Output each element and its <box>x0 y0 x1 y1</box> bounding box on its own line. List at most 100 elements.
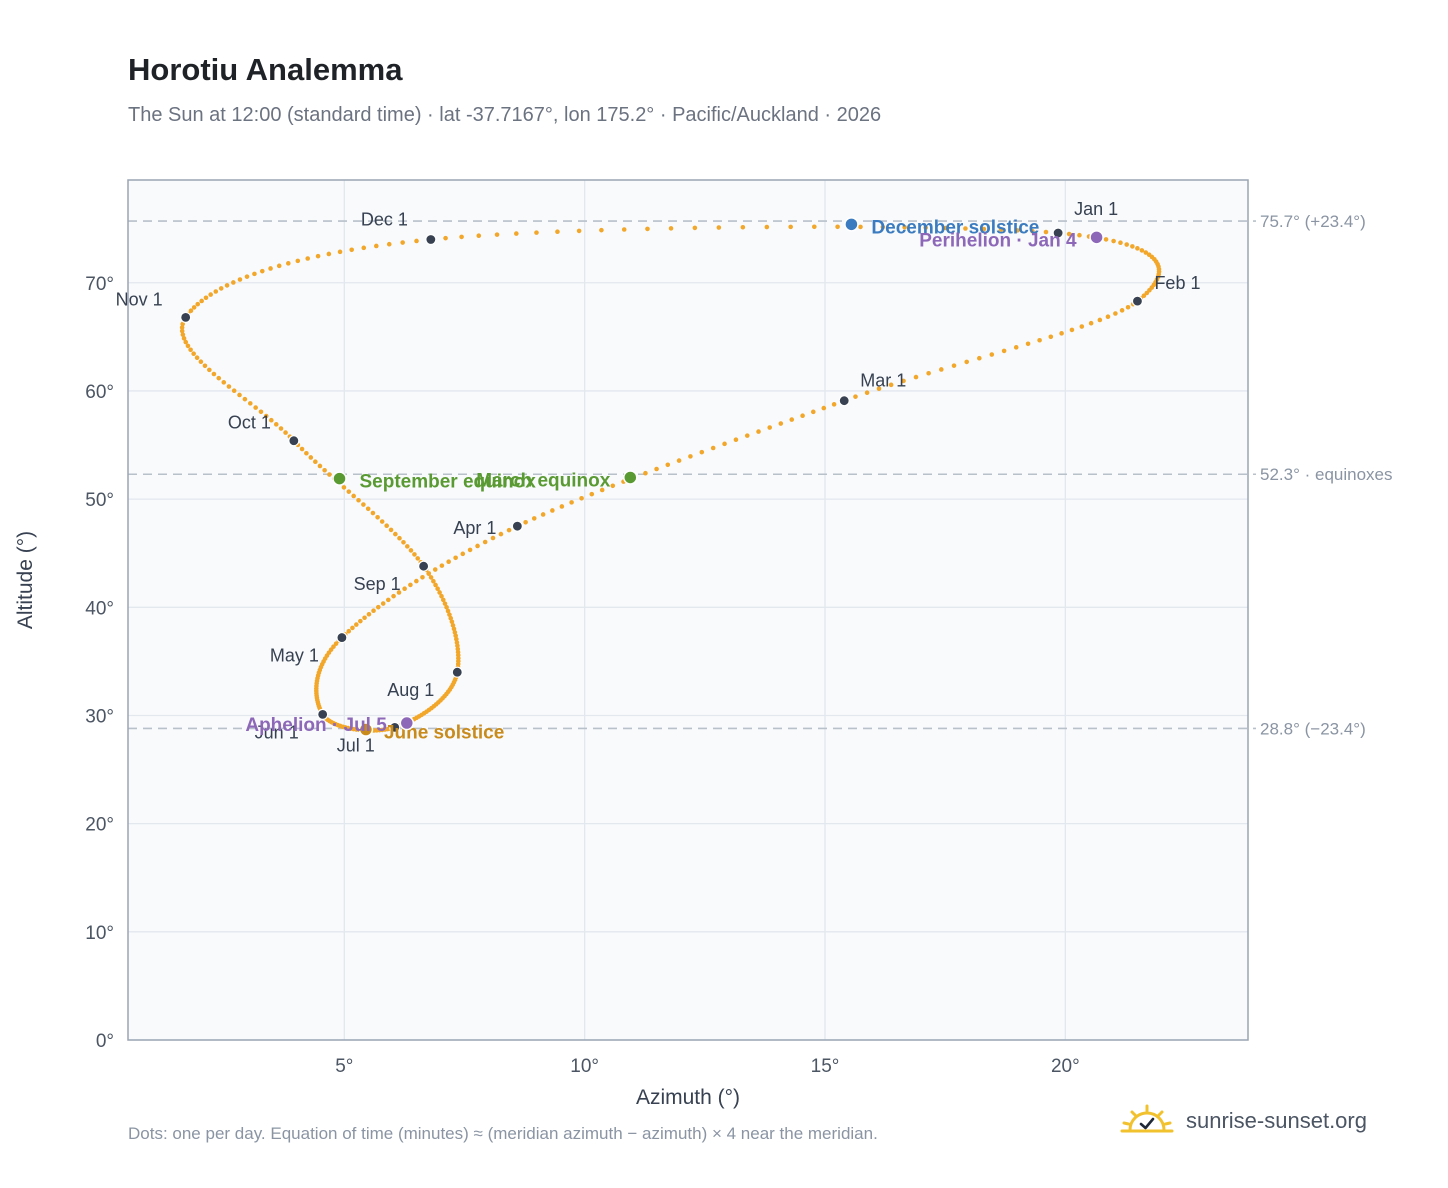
daily-dot <box>373 243 379 249</box>
month-marker <box>838 395 850 407</box>
daily-dot <box>244 274 250 279</box>
daily-dot <box>576 228 582 234</box>
daily-dot <box>490 535 496 541</box>
daily-dot <box>1119 308 1125 313</box>
daily-dot <box>237 392 242 398</box>
daily-dot <box>1130 244 1135 249</box>
daily-dot <box>1143 250 1149 255</box>
daily-dot <box>431 578 436 584</box>
daily-dot <box>218 286 224 291</box>
month-marker <box>336 631 348 644</box>
daily-dot <box>350 625 355 631</box>
y-tick-label: 50° <box>85 490 114 511</box>
daily-dot <box>226 384 232 389</box>
daily-dot <box>188 347 193 353</box>
daily-dot <box>313 459 318 465</box>
daily-dot <box>459 234 464 240</box>
daily-dot <box>252 271 257 277</box>
daily-dot <box>346 489 352 494</box>
daily-dot <box>821 405 827 411</box>
daily-dot <box>1125 304 1131 310</box>
daily-dot <box>361 502 366 507</box>
daily-dot <box>327 472 332 477</box>
daily-dot <box>221 380 227 385</box>
daily-dot <box>420 574 425 580</box>
daily-dot <box>269 417 274 423</box>
daily-dot <box>643 470 648 476</box>
daily-dot <box>444 605 449 610</box>
daily-dot <box>1030 228 1035 234</box>
daily-dot <box>188 308 194 314</box>
plot-frame <box>127 179 1249 1041</box>
daily-dot <box>295 258 301 264</box>
month-marker <box>1052 227 1064 239</box>
daily-dot <box>1048 334 1054 340</box>
daily-dot <box>476 233 482 239</box>
daily-dot <box>447 612 452 617</box>
month-label: Mar 1 <box>860 371 906 391</box>
daily-dot <box>460 551 466 557</box>
daily-dot <box>901 378 906 384</box>
daily-dot <box>475 543 480 549</box>
daily-dot <box>426 571 431 576</box>
daily-dot <box>699 449 705 455</box>
month-label: May 1 <box>270 646 319 666</box>
daily-dot <box>408 582 413 588</box>
event-label: June solstice <box>384 723 504 744</box>
daily-dot <box>1144 290 1150 296</box>
plot-area <box>128 180 1248 1040</box>
daily-dot <box>589 491 595 497</box>
daily-dot <box>451 626 457 632</box>
daily-dot <box>1139 248 1145 253</box>
daily-dot <box>534 230 539 235</box>
brand-name[interactable]: sunrise-sunset.org <box>1186 1108 1367 1133</box>
daily-dot <box>1069 327 1075 333</box>
daily-dot <box>216 375 222 381</box>
daily-dot <box>943 225 949 231</box>
daily-dot <box>531 516 537 521</box>
brand[interactable]: sunrise-sunset.org <box>1120 1104 1367 1138</box>
daily-dot <box>231 388 237 394</box>
daily-dot <box>247 401 253 406</box>
daily-dot <box>179 325 185 330</box>
daily-dot <box>400 240 405 245</box>
daily-dot <box>362 615 367 621</box>
daily-dot <box>388 527 394 533</box>
sun-logo-icon <box>1120 1104 1174 1133</box>
daily-dot <box>692 225 698 231</box>
daily-dot <box>432 567 438 572</box>
daily-dot <box>788 224 793 230</box>
daily-dot <box>199 298 204 304</box>
month-label: Dec 1 <box>361 209 408 229</box>
month-marker <box>1131 295 1144 307</box>
y-tick-label: 20° <box>85 815 114 836</box>
month-marker <box>389 721 401 733</box>
x-tick-label: 15° <box>811 1056 840 1077</box>
daily-dot <box>428 575 434 580</box>
daily-dot <box>810 409 816 415</box>
daily-dot <box>1037 337 1042 343</box>
daily-dot <box>494 232 500 237</box>
daily-dot <box>1088 320 1094 326</box>
daily-dot <box>286 261 291 266</box>
daily-dot <box>202 363 208 369</box>
daily-dot <box>853 394 858 399</box>
daily-dot <box>989 352 995 357</box>
daily-dot <box>835 224 840 230</box>
daily-dot <box>361 245 367 251</box>
daily-dot <box>391 593 396 599</box>
daily-dot <box>354 622 359 627</box>
daily-dot <box>1118 240 1123 246</box>
daily-dot <box>888 382 894 388</box>
daily-dot <box>213 289 219 294</box>
y-tick-label: 70° <box>85 274 114 295</box>
y-tick-label: 10° <box>85 923 114 944</box>
daily-dot <box>259 268 265 274</box>
daily-dot <box>445 608 451 614</box>
daily-dot <box>1113 311 1118 316</box>
daily-dot <box>183 339 189 345</box>
daily-dot <box>733 437 739 443</box>
x-tick-label: 5° <box>335 1056 353 1077</box>
daily-dot <box>831 402 837 407</box>
daily-dot <box>179 328 185 334</box>
